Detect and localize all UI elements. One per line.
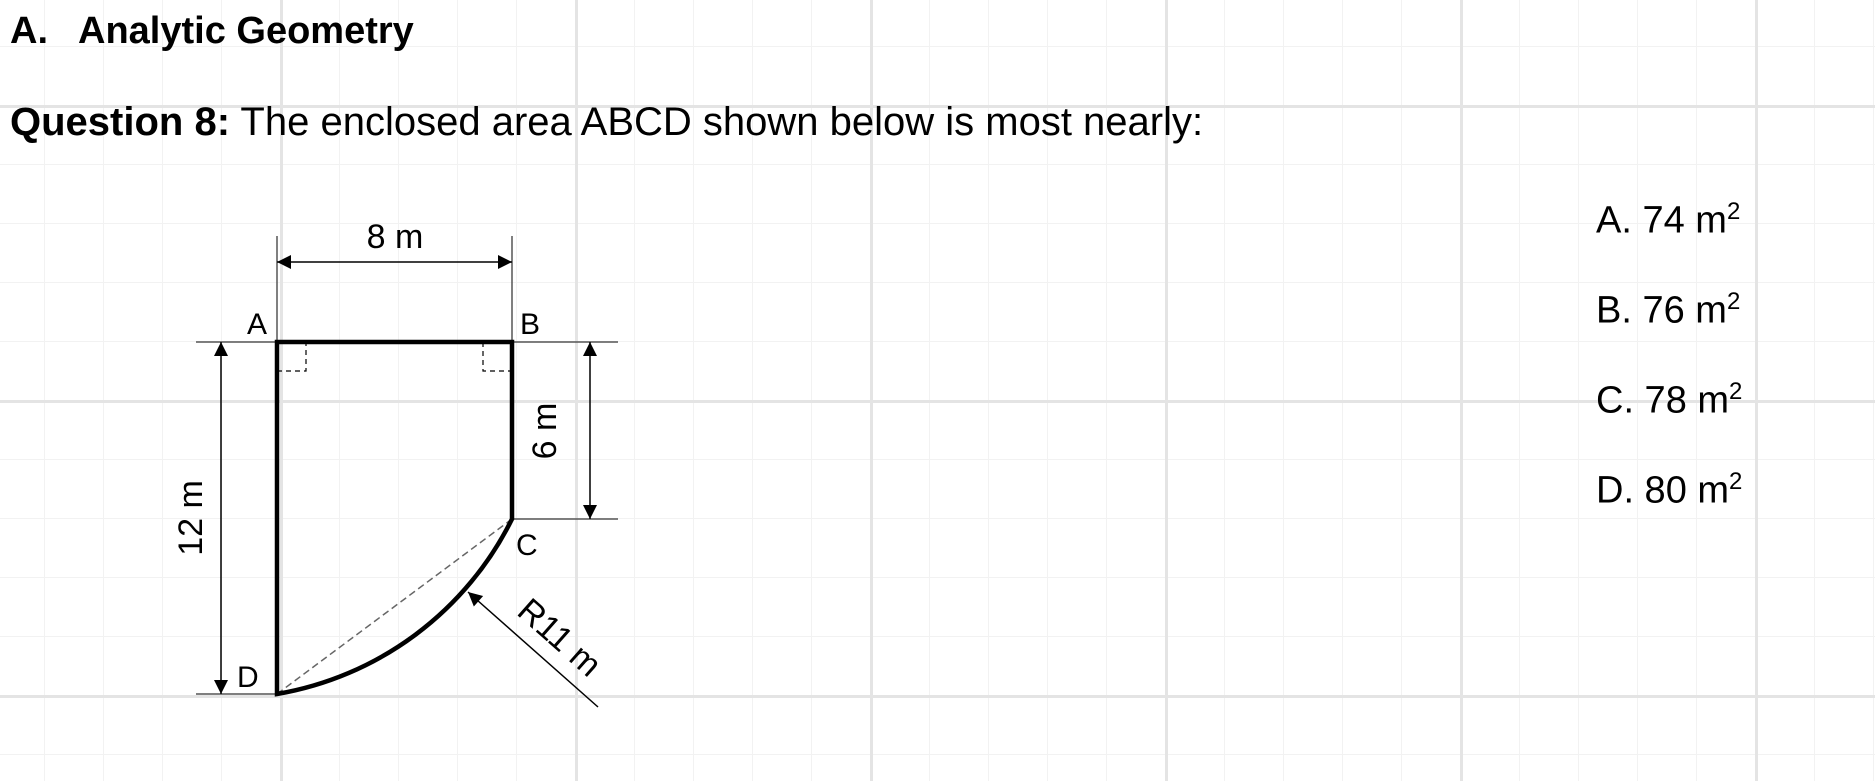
- section-heading: A. Analytic Geometry: [10, 10, 414, 53]
- dim-label-right: 6 m: [526, 403, 564, 460]
- question-prompt: Question 8: The enclosed area ABCD shown…: [10, 100, 1203, 145]
- option-b-label: B. 76 m: [1596, 289, 1727, 332]
- dim-label-radius: R11 m: [510, 591, 608, 684]
- section-title: Analytic Geometry: [78, 10, 414, 52]
- option-d-label: D. 80 m: [1596, 469, 1730, 512]
- right-angle-a-icon: [277, 342, 307, 372]
- answer-options: A. 74 m2 B. 76 m2 C. 78 m2 D. 80 m2: [1596, 190, 1742, 550]
- option-a-exponent: 2: [1726, 198, 1741, 225]
- question-label: Question 8:: [10, 100, 231, 144]
- extension-lines: [196, 236, 618, 695]
- point-b-label: B: [520, 308, 540, 341]
- option-a[interactable]: A. 74 m2: [1596, 190, 1742, 280]
- option-d-exponent: 2: [1729, 468, 1743, 495]
- right-angle-b-icon: [482, 342, 512, 372]
- region-abcd-outline: [274, 339, 515, 697]
- dimension-lines: [214, 255, 599, 708]
- radius-leader: [467, 591, 599, 708]
- chord-cd: [276, 518, 513, 695]
- right-angle-markers: [277, 342, 512, 372]
- option-d[interactable]: D. 80 m2: [1596, 460, 1742, 550]
- option-b-exponent: 2: [1726, 288, 1741, 315]
- dim-label-left: 12 m: [172, 480, 210, 556]
- option-c[interactable]: C. 78 m2: [1596, 370, 1742, 460]
- option-c-exponent: 2: [1729, 378, 1743, 405]
- dim-label-top: 8 m: [367, 218, 424, 256]
- question-text: The enclosed area ABCD shown below is mo…: [230, 100, 1204, 144]
- point-a-label: A: [247, 308, 267, 341]
- point-c-label: C: [516, 529, 538, 562]
- option-a-label: A. 74 m: [1596, 199, 1727, 242]
- section-letter: A.: [10, 10, 48, 52]
- point-d-label: D: [237, 661, 259, 694]
- option-b[interactable]: B. 76 m2: [1596, 280, 1742, 370]
- option-c-label: C. 78 m: [1596, 379, 1730, 422]
